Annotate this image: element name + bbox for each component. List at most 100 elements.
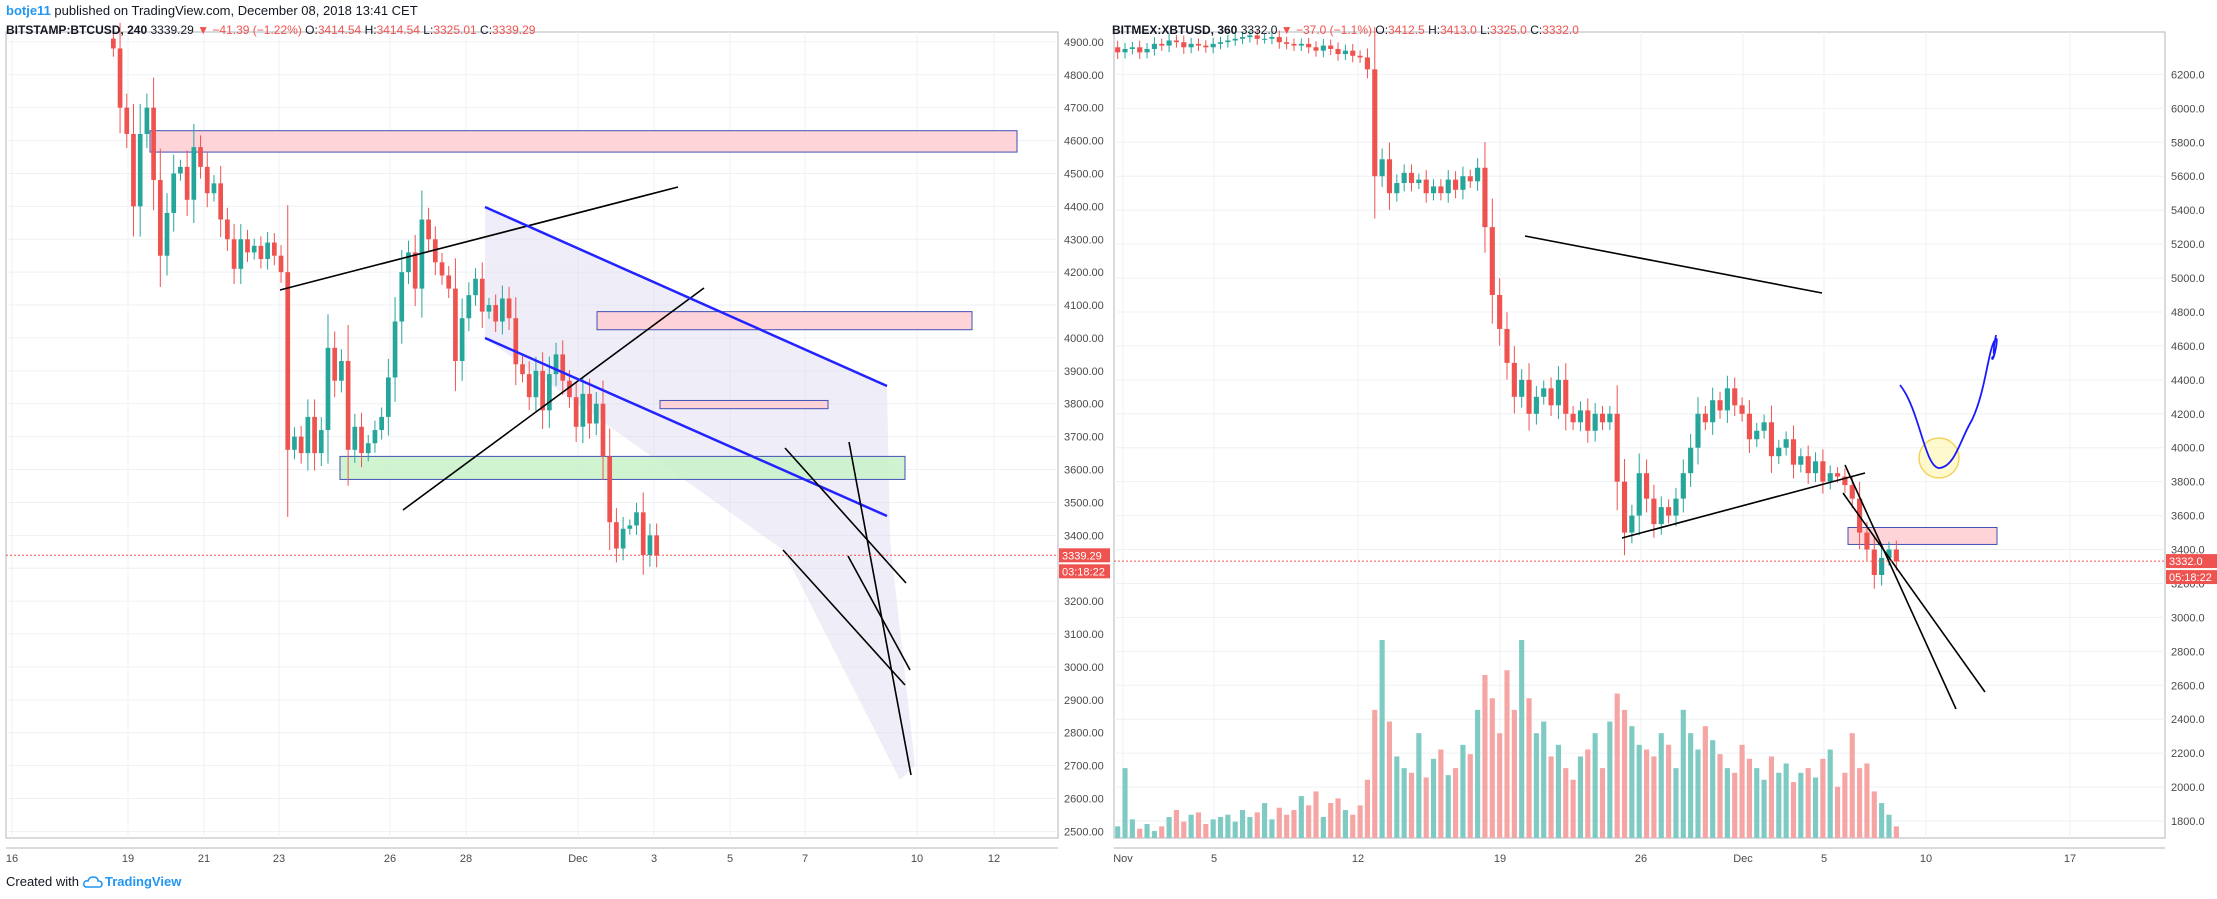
candle-body — [1732, 388, 1738, 406]
publish-info: published on TradingView.com, December 0… — [50, 3, 418, 18]
volume-bar — [1482, 674, 1488, 838]
candle-body — [1577, 410, 1584, 423]
volume-bar — [1173, 810, 1180, 838]
candle-body — [1629, 515, 1635, 533]
volume-bar — [1188, 814, 1194, 838]
x-tick-label: Dec — [568, 853, 588, 865]
x-tick-label: 7 — [802, 853, 808, 865]
volume-bar — [1783, 763, 1789, 838]
candle-body — [1181, 42, 1187, 48]
candle-body — [352, 426, 358, 450]
candle-body — [245, 239, 250, 253]
chart-pane-btcusd[interactable]: 4900.00 4800.00 4700.00 4600.00 4500.00 4400.… — [0, 20, 1110, 868]
volume-bar — [1144, 824, 1150, 838]
volume-bar — [1688, 733, 1694, 838]
y-tick-label: 4400.00 — [1064, 201, 1104, 213]
volume-bar — [1614, 693, 1620, 838]
author-link[interactable]: botje11 — [6, 3, 51, 18]
candle-body — [1673, 498, 1679, 516]
candle-body — [1372, 69, 1378, 177]
candle-body — [1239, 37, 1246, 39]
volume-bar — [1511, 709, 1517, 838]
volume-bar — [1842, 772, 1848, 838]
candle-body — [573, 397, 579, 427]
y-tick-label: 4300.00 — [1064, 234, 1104, 246]
volume-bar — [1533, 733, 1539, 838]
change-value: ▼ −37.0 (−1.1%) — [1280, 23, 1373, 37]
countdown-label: 03:18:22 — [1062, 566, 1105, 578]
candle-body — [1717, 400, 1723, 411]
candle-body — [265, 242, 270, 259]
y-tick-label: 2200.0 — [2171, 748, 2205, 760]
y-tick-label: 3400.00 — [1064, 530, 1104, 542]
candle-body — [647, 535, 653, 556]
candle-body — [1614, 413, 1620, 482]
trend-line — [279, 186, 679, 291]
volume-bar — [1438, 749, 1444, 838]
candle-body — [238, 239, 244, 269]
y-tick-label: 6200.0 — [2171, 69, 2205, 81]
chart-svg-btcusd[interactable]: 4900.00 4800.00 4700.00 4600.00 4500.00 4400.… — [0, 20, 1110, 868]
candle-body — [1643, 473, 1650, 499]
volume-bar — [1357, 805, 1363, 838]
last-price-label-bg — [1059, 548, 1110, 563]
candle-body — [1570, 413, 1576, 423]
candle-body — [157, 180, 163, 256]
candle-body — [1592, 413, 1598, 431]
candle-body — [1555, 379, 1561, 406]
candle-body — [1173, 40, 1180, 43]
x-tick-label: 5 — [1821, 853, 1827, 865]
candle-body — [1364, 57, 1371, 70]
open-value: 3412.5 — [1388, 23, 1425, 37]
candle-body — [459, 318, 465, 361]
volume-bar — [1467, 754, 1473, 838]
x-tick-label: 12 — [1352, 853, 1364, 865]
candle-body — [1357, 55, 1363, 58]
candle-body — [526, 374, 532, 398]
tradingview-link[interactable]: TradingView — [83, 874, 181, 889]
y-tick-label: 4600.0 — [2171, 341, 2205, 353]
symbol-name: BITSTAMP:BTCUSD, 240 — [6, 23, 148, 37]
x-tick-label: 26 — [1635, 853, 1647, 865]
countdown-label: 05:18:22 — [2169, 572, 2212, 584]
chart-svg-xbtusd[interactable]: 6200.0 6000.0 5800.0 5600.0 5400.0 5200.0 5000… — [1110, 20, 2217, 868]
volume-bar — [1276, 807, 1282, 838]
candle-body — [1401, 172, 1407, 184]
last-value: 3332.0 — [1240, 23, 1278, 37]
chart-pane-xbtusd[interactable]: 6200.0 6000.0 5800.0 5600.0 5400.0 5200.0 5000… — [1110, 20, 2217, 868]
candle-body — [379, 416, 384, 431]
candle-body — [1144, 48, 1150, 53]
candle-body — [600, 403, 606, 457]
volume-bar — [1732, 772, 1738, 838]
candle-body — [1225, 40, 1231, 43]
candle-body — [546, 374, 552, 411]
x-tick-label: 16 — [6, 853, 18, 865]
volume-bar — [1857, 768, 1863, 838]
candle-body — [117, 48, 123, 108]
symbol-legend: BITSTAMP:BTCUSD, 240 3339.29 ▼ −41.39 (−… — [6, 23, 536, 37]
trend-line — [1524, 235, 1823, 294]
candle-body — [1886, 549, 1892, 559]
y-tick-label: 5400.0 — [2171, 205, 2205, 217]
candle-body — [305, 416, 311, 454]
x-tick-label: 10 — [1920, 853, 1932, 865]
candle-body — [654, 535, 659, 556]
last-price-label: 3332.0 — [2169, 556, 2203, 568]
y-tick-label: 4000.00 — [1064, 333, 1104, 345]
y-tick-label: 4600.00 — [1064, 136, 1104, 148]
candle-body — [640, 512, 646, 556]
candle-body — [1724, 388, 1730, 411]
resistance-zone — [149, 130, 1018, 153]
volume-bar — [1137, 828, 1143, 838]
volume-bar — [1394, 756, 1400, 838]
candle-body — [1739, 405, 1745, 414]
candle-body — [587, 393, 592, 424]
candle-body — [627, 525, 633, 529]
volume-bar — [1291, 810, 1297, 838]
cloud-icon — [83, 875, 103, 888]
volume-bar — [1680, 709, 1686, 838]
candle-body — [1651, 498, 1657, 525]
candle-body — [1342, 50, 1348, 55]
projection-path — [1899, 334, 1998, 469]
candle-body — [1467, 176, 1473, 182]
